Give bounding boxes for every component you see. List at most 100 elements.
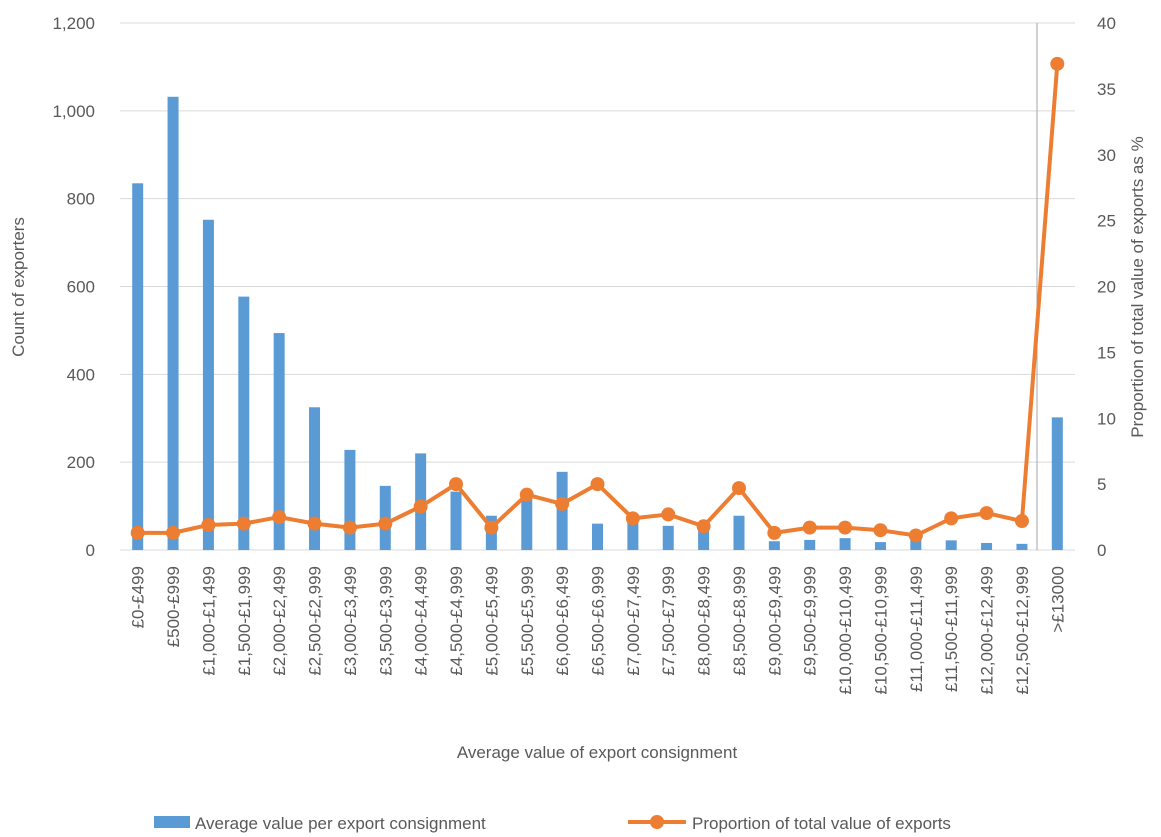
line-point [413,499,428,514]
line-series [130,56,1065,543]
legend-line-marker [650,815,664,829]
bar [556,471,568,550]
bar [202,219,214,550]
bar [167,96,179,550]
x-axis-ticks: £0-£499 £500-£999 £1,000-£1,499 £1,500-£1,9… [129,566,1068,695]
x-tick-label: £12,500-£12,999 [1013,566,1032,695]
x-tick-label: £8,500-£8,999 [730,566,749,676]
bar [521,498,533,550]
line-point [272,510,287,525]
x-tick-label: >£13000 [1048,566,1067,633]
y-right-tick-label: 40 [1097,14,1116,33]
line-point [555,496,570,511]
y-right-tick-label: 15 [1097,343,1116,362]
bar [450,491,462,550]
bar [733,515,745,550]
x-tick-label: £2,000-£2,499 [270,566,289,676]
y-left-tick-label: 600 [67,278,95,297]
line-point [201,517,216,532]
x-tick-label: £10,500-£10,999 [871,566,890,695]
bar [238,296,250,550]
x-tick-label: £10,000-£10,499 [836,566,855,695]
line-point [342,520,357,535]
x-tick-label: £3,500-£3,999 [376,566,395,676]
line-point [166,525,181,540]
bar [132,183,144,550]
line-point [519,487,534,502]
y-axis-right-title: Proportion of total value of exports as … [1128,136,1147,437]
line-point [873,523,888,538]
x-tick-label: £4,500-£4,999 [447,566,466,676]
y-axis-right-ticks: 0 5 10 15 20 25 30 35 40 [1097,14,1116,560]
y-left-tick-label: 1,000 [52,102,95,121]
line-point [731,481,746,496]
x-tick-label: £11,000-£11,499 [907,566,926,692]
bar [698,524,710,550]
line-point [908,528,923,543]
line-point [449,477,464,492]
x-tick-label: £2,500-£2,999 [306,566,325,676]
x-tick-label: £0-£499 [129,566,148,628]
bar [662,525,674,550]
y-left-tick-label: 1,200 [52,14,95,33]
line-point [1050,56,1065,71]
line-point [590,477,605,492]
line-point [130,525,145,540]
x-tick-label: £7,000-£7,499 [624,566,643,676]
bar [592,523,603,550]
legend-bar-swatch [154,816,190,828]
line-point [802,520,817,535]
y-left-tick-label: 400 [67,365,95,384]
bar [804,539,816,550]
bar [344,449,356,550]
x-tick-label: £6,000-£6,499 [553,566,572,676]
x-tick-label: £9,500-£9,999 [801,566,820,676]
y-right-tick-label: 10 [1097,409,1116,428]
bar [981,542,993,550]
line-point [236,516,251,531]
legend-line-label: Proportion of total value of exports [692,814,951,833]
x-tick-label: £1,000-£1,499 [199,566,218,676]
bar [839,538,851,550]
x-tick-label: £5,500-£5,999 [518,566,537,676]
x-tick-label: £7,500-£7,999 [659,566,678,676]
y-right-tick-label: 0 [1097,541,1106,560]
bar [273,333,285,550]
x-tick-label: £4,000-£4,499 [412,566,431,676]
line-point [307,516,322,531]
line-point [484,520,499,535]
line-point [696,519,711,534]
x-tick-label: £6,500-£6,999 [589,566,608,676]
gridlines [120,22,1075,551]
x-tick-label: £3,000-£3,499 [341,566,360,676]
line-point [625,511,640,526]
y-left-tick-label: 800 [67,190,95,209]
y-right-tick-label: 30 [1097,146,1116,165]
line-point [838,520,853,535]
x-tick-label: £1,500-£1,999 [235,566,254,676]
x-tick-label: £11,500-£11,999 [942,566,961,692]
line-point [979,506,994,521]
legend-bar-label: Average value per export consignment [195,814,486,833]
bar [309,407,321,550]
y-right-tick-label: 35 [1097,80,1116,99]
line-point [1014,514,1029,529]
bar [874,542,886,550]
bar [1051,417,1063,550]
y-left-tick-label: 0 [86,541,95,560]
y-right-tick-label: 25 [1097,212,1116,231]
bar [1016,543,1028,550]
x-tick-label: £500-£999 [164,566,183,647]
x-tick-label: £5,000-£5,499 [482,566,501,676]
bar [627,517,639,550]
line-point [661,507,676,522]
line-point [944,511,959,526]
legend: Average value per export consignment Pro… [154,814,951,833]
line-point [767,525,782,540]
y-right-tick-label: 20 [1097,278,1116,297]
y-axis-left-ticks: 0 200 400 600 800 1,000 1,200 [52,14,95,560]
line-point [378,516,393,531]
x-tick-label: £8,000-£8,499 [695,566,714,676]
y-axis-left-title: Count of exporters [9,217,28,357]
